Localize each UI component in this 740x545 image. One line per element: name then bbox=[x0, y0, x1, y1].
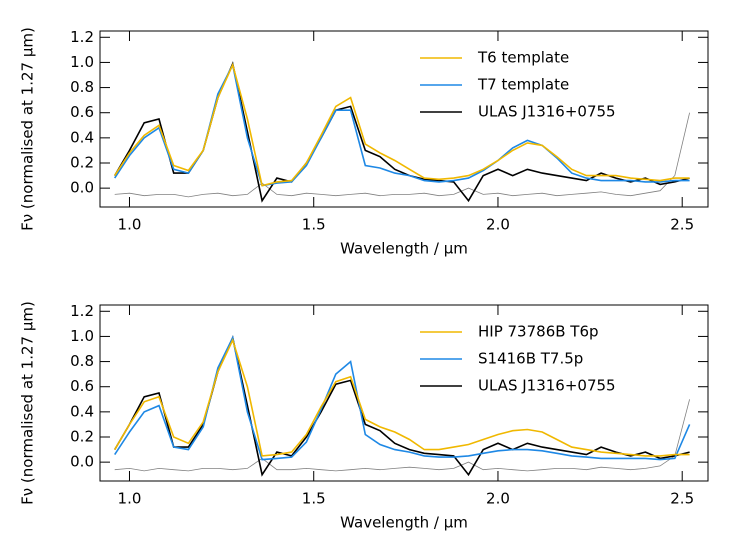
legend-label: T6 template bbox=[477, 49, 569, 67]
x-tick-label: 2.5 bbox=[670, 216, 694, 234]
y-tick-label: 0.6 bbox=[70, 103, 94, 121]
series-line bbox=[114, 338, 690, 457]
y-tick-label: 1.0 bbox=[70, 53, 94, 71]
y-tick-label: 1.0 bbox=[70, 327, 94, 345]
series-line bbox=[114, 335, 691, 461]
series-line bbox=[114, 335, 690, 477]
y-tick-label: 0.8 bbox=[70, 78, 94, 96]
legend-label: ULAS J1316+0755 bbox=[478, 103, 616, 121]
x-tick-label: 2.0 bbox=[486, 216, 510, 234]
y-axis-label: Fν (normalised at 1.27 μm) bbox=[19, 301, 37, 505]
y-tick-label: 0.0 bbox=[70, 179, 94, 197]
x-tick-label: 1.5 bbox=[302, 216, 326, 234]
y-tick-label: 0.4 bbox=[70, 402, 94, 420]
legend-label: S1416B T7.5p bbox=[478, 350, 583, 368]
y-tick-label: 0.2 bbox=[70, 428, 94, 446]
y-axis-label: Fν (normalised at 1.27 μm) bbox=[19, 27, 37, 231]
y-tick-label: 0.2 bbox=[70, 154, 94, 172]
series-line bbox=[114, 62, 690, 187]
residual-line bbox=[114, 112, 690, 198]
residual-line bbox=[114, 399, 690, 472]
y-tick-label: 0.0 bbox=[70, 453, 94, 471]
y-tick-label: 1.2 bbox=[70, 302, 94, 320]
legend-label: T7 template bbox=[477, 76, 569, 94]
x-tick-label: 2.5 bbox=[670, 490, 694, 508]
plot-frame bbox=[99, 30, 709, 208]
y-tick-label: 1.2 bbox=[70, 28, 94, 46]
x-tick-label: 1.5 bbox=[302, 490, 326, 508]
y-tick-label: 0.6 bbox=[70, 377, 94, 395]
legend-label: HIP 73786B T6p bbox=[478, 323, 599, 341]
y-tick-label: 0.8 bbox=[70, 352, 94, 370]
legend-label: ULAS J1316+0755 bbox=[478, 377, 616, 395]
x-axis-label: Wavelength / μm bbox=[340, 514, 468, 532]
x-tick-label: 1.0 bbox=[118, 216, 142, 234]
x-tick-label: 2.0 bbox=[486, 490, 510, 508]
x-tick-label: 1.0 bbox=[118, 490, 142, 508]
x-axis-label: Wavelength / μm bbox=[340, 240, 468, 258]
y-tick-label: 0.4 bbox=[70, 128, 94, 146]
plot-frame bbox=[99, 304, 709, 482]
series-line bbox=[114, 62, 690, 187]
